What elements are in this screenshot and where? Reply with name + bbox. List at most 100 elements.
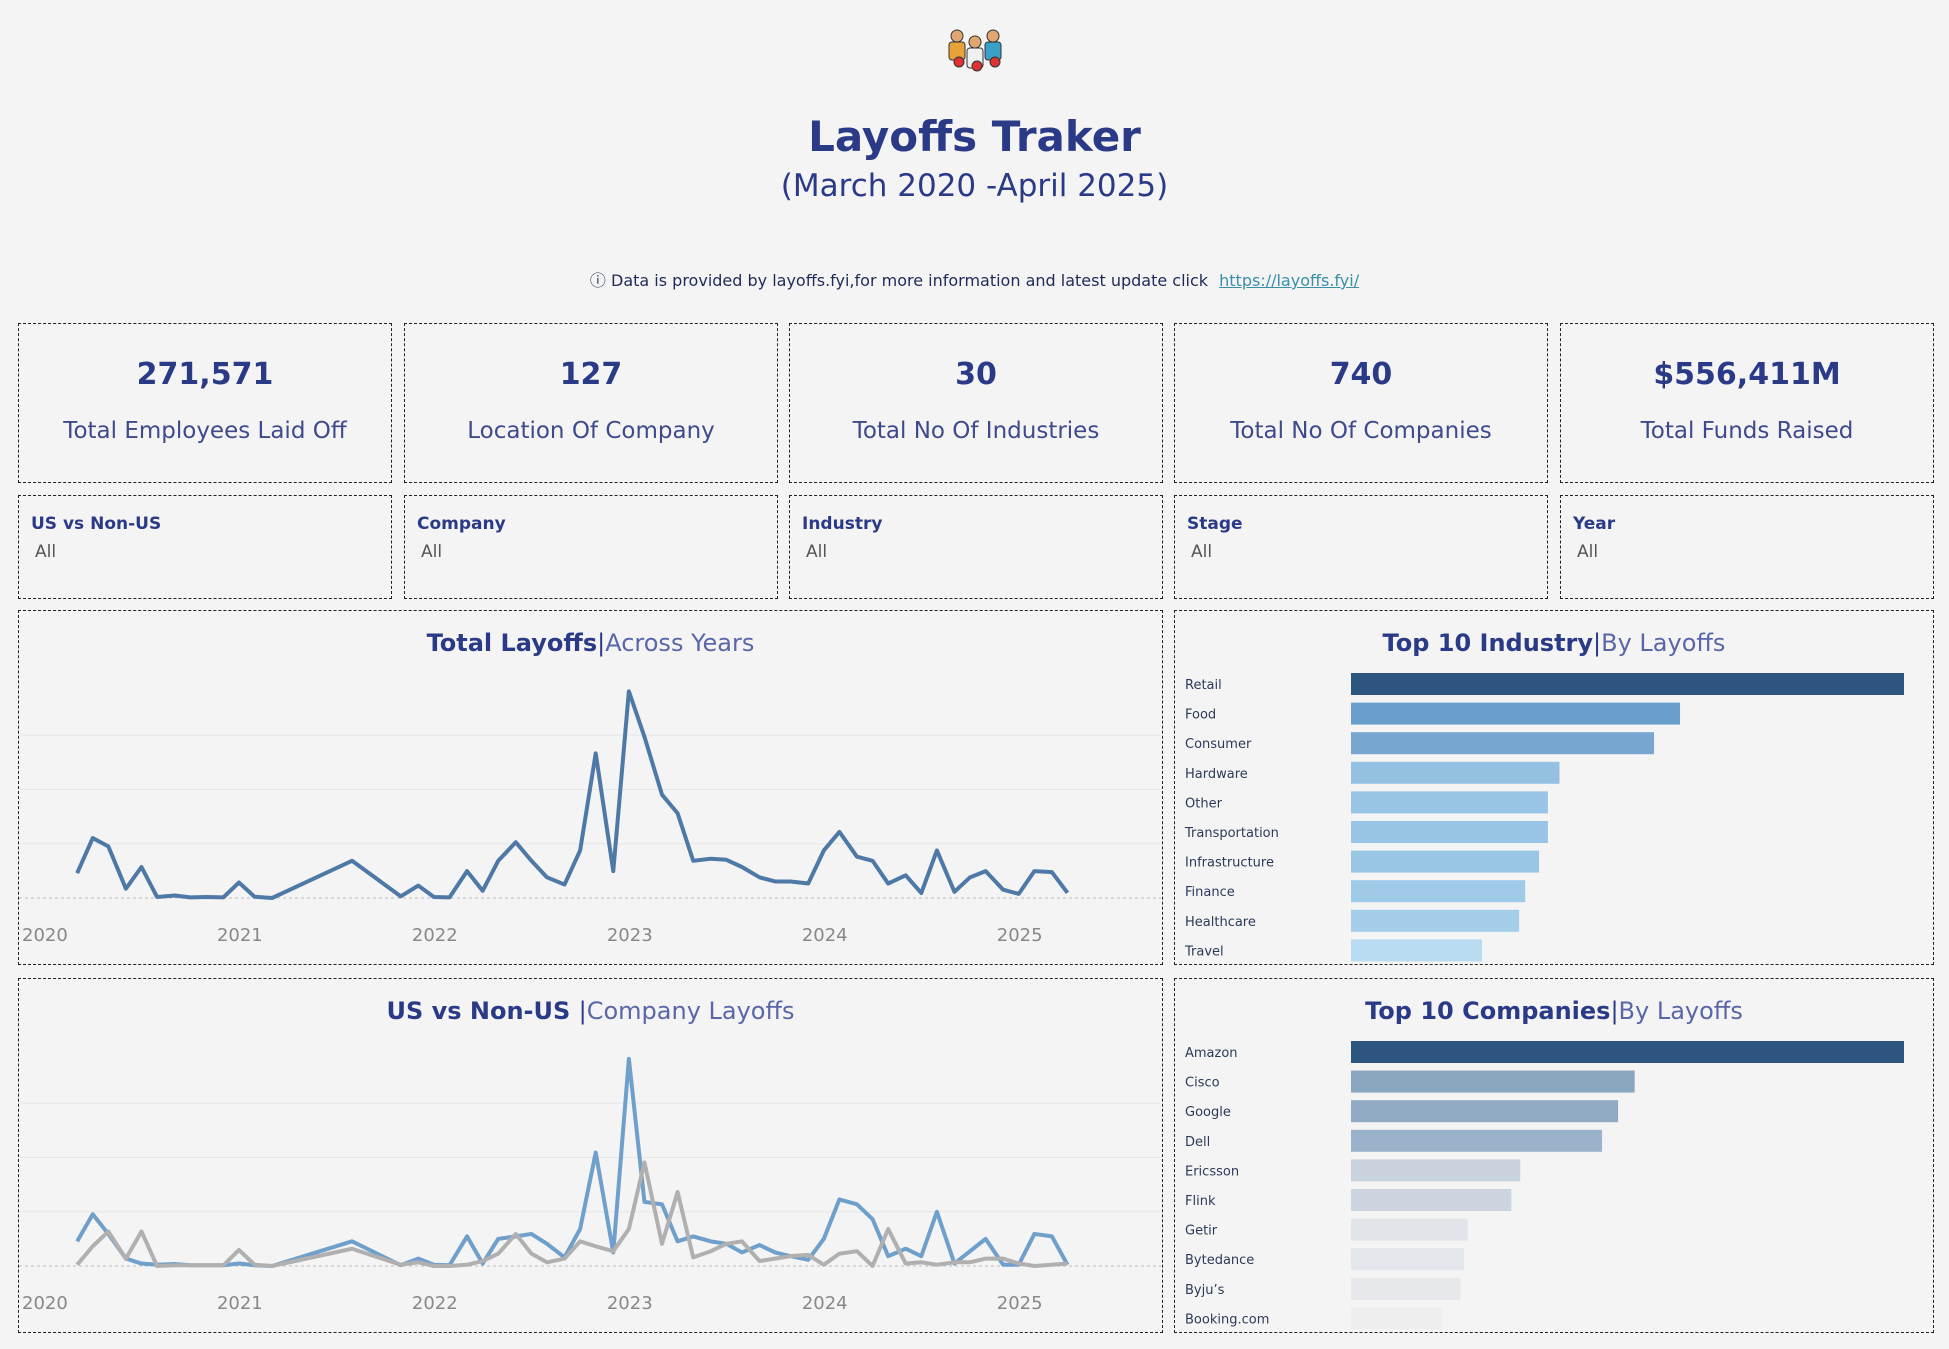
kpi-total-laid-off: 271,571 Total Employees Laid Off bbox=[18, 323, 392, 483]
bar-label: Infrastructure bbox=[1185, 856, 1274, 871]
panel-us-vs-nonus: US vs Non-US |Company Layoffs 2020 2021 20… bbox=[18, 978, 1163, 1333]
kpi-funds-raised: $556,411M Total Funds Raised bbox=[1560, 323, 1934, 483]
us-vs-nonus-line-chart[interactable]: 2020 2021 2022 2023 2024 2025 bbox=[19, 979, 1161, 1331]
filter-us-vs-nonus[interactable]: US vs Non-US All bbox=[18, 495, 392, 599]
filter-stage[interactable]: Stage All bbox=[1174, 495, 1548, 599]
bar[interactable] bbox=[1351, 1218, 1468, 1241]
bar[interactable] bbox=[1351, 1248, 1464, 1271]
filter-year[interactable]: Year All bbox=[1560, 495, 1934, 599]
bar-label: Getir bbox=[1185, 1224, 1218, 1239]
bar[interactable] bbox=[1351, 1189, 1512, 1211]
bar[interactable] bbox=[1351, 1041, 1904, 1063]
panel-total-layoffs: Total Layoffs|Across Years 2020 2021 2022 2… bbox=[18, 610, 1163, 965]
bar-label: Byju’s bbox=[1185, 1283, 1225, 1298]
panel-title-rest: Company Layoffs bbox=[586, 997, 795, 1025]
filter-value[interactable]: All bbox=[421, 542, 443, 562]
filter-industry[interactable]: Industry All bbox=[789, 495, 1163, 599]
kpi-label: Total No Of Industries bbox=[852, 418, 1100, 444]
info-icon: ⓘ bbox=[589, 271, 606, 290]
kpi-locations: 127 Location Of Company bbox=[404, 323, 778, 483]
bar[interactable] bbox=[1351, 1070, 1635, 1093]
panel-title-bold: Total Layoffs bbox=[426, 629, 598, 657]
filter-company[interactable]: Company All bbox=[404, 495, 778, 599]
bar-label: Healthcare bbox=[1185, 915, 1256, 930]
bar[interactable] bbox=[1351, 732, 1655, 755]
x-tick-label: 2025 bbox=[997, 925, 1043, 946]
panel-top-industry: Top 10 Industry|By Layoffs Retail Food Con… bbox=[1174, 610, 1934, 965]
top-industry-bar-chart[interactable]: Retail Food Consumer Hardware Other Transport… bbox=[1175, 611, 1932, 963]
filter-value[interactable]: All bbox=[806, 542, 828, 562]
bar[interactable] bbox=[1351, 939, 1483, 962]
kpi-label: Total No Of Companies bbox=[1230, 418, 1492, 444]
bar[interactable] bbox=[1351, 761, 1560, 784]
bar-label: Amazon bbox=[1185, 1046, 1238, 1061]
panel-title: US vs Non-US |Company Layoffs bbox=[386, 997, 795, 1025]
x-tick-label: 2023 bbox=[607, 925, 653, 946]
bar-label: Cisco bbox=[1185, 1076, 1220, 1091]
kpi-value: 30 bbox=[955, 357, 997, 392]
kpi-value: 127 bbox=[559, 357, 623, 392]
bar[interactable] bbox=[1351, 880, 1526, 903]
series-line-1[interactable] bbox=[75, 1160, 1068, 1268]
top-companies-bar-chart[interactable]: Amazon Cisco Google Dell Ericsson Flink Getir B… bbox=[1175, 979, 1932, 1331]
filter-label: Industry bbox=[802, 514, 883, 534]
bar[interactable] bbox=[1351, 1159, 1521, 1182]
bar[interactable] bbox=[1351, 1307, 1443, 1330]
bar[interactable] bbox=[1351, 850, 1540, 873]
bar[interactable] bbox=[1351, 821, 1548, 843]
bar[interactable] bbox=[1351, 673, 1904, 695]
filter-value[interactable]: All bbox=[35, 542, 57, 562]
bar-label: Booking.com bbox=[1185, 1312, 1269, 1327]
source-link[interactable]: https://layoffs.fyi/ bbox=[1219, 271, 1360, 290]
x-tick-label: 2021 bbox=[217, 1293, 263, 1314]
bar[interactable] bbox=[1351, 702, 1681, 725]
bar[interactable] bbox=[1351, 1100, 1619, 1123]
total-layoffs-line-chart[interactable]: 2020 2021 2022 2023 2024 2025 bbox=[19, 611, 1161, 963]
x-tick-label: 2020 bbox=[22, 1293, 68, 1314]
bar-label: Ericsson bbox=[1185, 1164, 1239, 1179]
panel-title-bold: US vs Non-US bbox=[386, 997, 579, 1025]
bar[interactable] bbox=[1351, 1277, 1461, 1300]
series-line-0[interactable] bbox=[75, 689, 1070, 900]
page-subtitle: (March 2020 -April 2025) bbox=[780, 168, 1169, 204]
kpi-industries: 30 Total No Of Industries bbox=[789, 323, 1163, 483]
bar-label: Finance bbox=[1185, 885, 1235, 900]
panel-title-rest: By Layoffs bbox=[1618, 997, 1743, 1025]
filter-value[interactable]: All bbox=[1191, 542, 1213, 562]
panel-top-companies: Top 10 Companies|By Layoffs Amazon Cisco G… bbox=[1174, 978, 1934, 1333]
bar[interactable] bbox=[1351, 791, 1548, 814]
data-source-note: ⓘ Data is provided by layoffs.fyi,for mo… bbox=[0, 267, 1949, 291]
bar-label: Food bbox=[1185, 708, 1216, 723]
filter-label: Stage bbox=[1187, 514, 1243, 534]
kpi-value: 271,571 bbox=[136, 357, 274, 392]
x-tick-label: 2024 bbox=[802, 925, 848, 946]
kpi-label: Total Funds Raised bbox=[1640, 418, 1854, 444]
bar-label: Google bbox=[1185, 1105, 1231, 1120]
bar[interactable] bbox=[1351, 1129, 1603, 1152]
kpi-label: Location Of Company bbox=[467, 418, 715, 444]
people-icon bbox=[948, 29, 1002, 72]
bar-label: Flink bbox=[1185, 1194, 1216, 1209]
page-title: Layoffs Traker bbox=[808, 112, 1141, 161]
kpi-value: 740 bbox=[1329, 357, 1393, 392]
x-tick-label: 2022 bbox=[412, 1293, 458, 1314]
filter-label: US vs Non-US bbox=[31, 514, 162, 534]
series-line-0[interactable] bbox=[75, 1056, 1070, 1268]
bar-label: Consumer bbox=[1185, 737, 1252, 752]
bar-label: Transportation bbox=[1184, 826, 1279, 841]
kpi-companies: 740 Total No Of Companies bbox=[1174, 323, 1548, 483]
filter-value[interactable]: All bbox=[1577, 542, 1599, 562]
x-tick-label: 2023 bbox=[607, 1293, 653, 1314]
bar-label: Hardware bbox=[1185, 767, 1248, 782]
panel-title: Total Layoffs|Across Years bbox=[426, 629, 755, 657]
kpi-label: Total Employees Laid Off bbox=[63, 418, 347, 444]
filter-label: Company bbox=[417, 514, 506, 534]
kpi-value: $556,411M bbox=[1653, 357, 1841, 392]
info-text: Data is provided by layoffs.fyi,for more… bbox=[611, 271, 1209, 290]
bar-label: Dell bbox=[1185, 1135, 1210, 1150]
panel-title-rest: By Layoffs bbox=[1601, 629, 1726, 657]
panel-title-rest: Across Years bbox=[605, 629, 755, 657]
bar-label: Retail bbox=[1185, 678, 1222, 693]
bar[interactable] bbox=[1351, 909, 1520, 932]
x-tick-label: 2022 bbox=[412, 925, 458, 946]
